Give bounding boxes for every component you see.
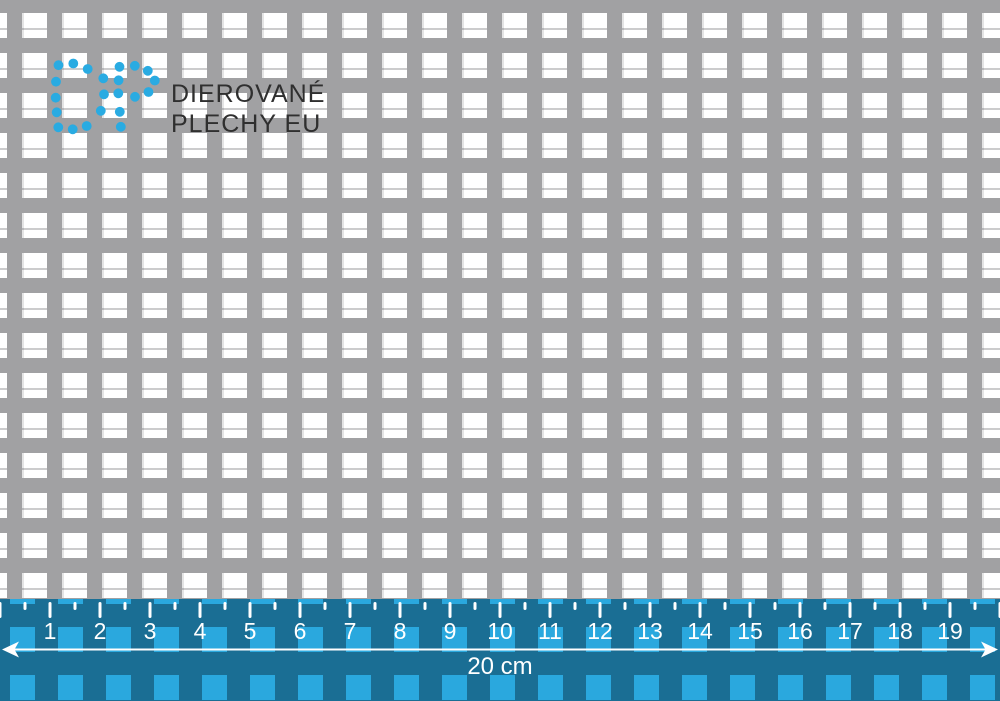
- ruler-tick-half-cm: [23, 602, 27, 610]
- ruler-tick-half-cm: [523, 602, 527, 610]
- ruler-tick-half-cm: [223, 602, 227, 610]
- ruler-number: 8: [393, 618, 407, 644]
- ruler-tick-cm: [98, 602, 102, 618]
- ruler-tick-cm: [498, 602, 502, 618]
- ruler-number: 3: [143, 618, 157, 644]
- ruler-tick-half-cm: [273, 602, 277, 610]
- ruler-number: 18: [887, 618, 913, 644]
- total-width-label: 20 cm: [467, 653, 533, 680]
- ruler-tick-half-cm: [873, 602, 877, 610]
- ruler-number: 2: [93, 618, 107, 644]
- ruler-number: 16: [787, 618, 813, 644]
- ruler-number: 4: [193, 618, 207, 644]
- ruler-number: 12: [587, 618, 613, 644]
- ruler-tick-cm: [48, 602, 52, 618]
- ruler-tick-cm: [248, 602, 252, 618]
- ruler-tick-cm: [398, 602, 402, 618]
- brand-line1: DIEROVANÉ: [171, 80, 326, 108]
- ruler-tick-cm: [198, 602, 202, 618]
- ruler-tick-half-cm: [773, 602, 777, 610]
- ruler-tick-half-cm: [973, 602, 977, 610]
- ruler-tick-cm: [648, 602, 652, 618]
- ruler-number: 15: [737, 618, 763, 644]
- brand-line2: PLECHY EU: [171, 110, 322, 138]
- ruler-tick-half-cm: [73, 602, 77, 610]
- width-arrow-icon: [2, 641, 998, 658]
- ruler-number: 1: [43, 618, 57, 644]
- ruler-number: 5: [243, 618, 257, 644]
- ruler-number: 13: [637, 618, 663, 644]
- ruler-number: 7: [343, 618, 357, 644]
- ruler-tick-cm: [898, 602, 902, 618]
- brand-name: DIEROVANÉ PLECHY EU: [171, 79, 325, 139]
- ruler-number: 19: [937, 618, 963, 644]
- ruler-tick-half-cm: [123, 602, 127, 610]
- ruler-tick-half-cm: [723, 602, 727, 610]
- ruler-tick-cm: [698, 602, 702, 618]
- ruler-number: 14: [687, 618, 713, 644]
- ruler-tick-cm: [798, 602, 802, 618]
- ruler-tick-half-cm: [373, 602, 377, 610]
- ruler-number: 6: [293, 618, 307, 644]
- ruler-tick-cm: [598, 602, 602, 618]
- ruler-tick-cm: [448, 602, 452, 618]
- ruler-tick-half-cm: [473, 602, 477, 610]
- ruler-tick-half-cm: [923, 602, 927, 610]
- ruler-tick-cm: [148, 602, 152, 618]
- dp-dots-logo-icon: [50, 58, 160, 135]
- ruler-tick-cm: [948, 602, 952, 618]
- measurement-ruler: 1 2 3 4 5 6 7 8 9 10 11 12 13 14 15 16 17 18 19 20 cm: [0, 599, 1000, 701]
- ruler-tick-half-cm: [673, 602, 677, 610]
- ruler-tick-cm: [0, 602, 2, 618]
- ruler-number: 17: [837, 618, 863, 644]
- ruler-tick-half-cm: [623, 602, 627, 610]
- ruler-tick-cm: [748, 602, 752, 618]
- ruler-tick-half-cm: [823, 602, 827, 610]
- ruler-tick-cm: [998, 602, 1000, 618]
- ruler-number: 10: [487, 618, 513, 644]
- ruler-number: 11: [538, 618, 562, 644]
- ruler-tick-cm: [548, 602, 552, 618]
- ruler-tick-cm: [298, 602, 302, 618]
- ruler-tick-half-cm: [323, 602, 327, 610]
- ruler-tick-half-cm: [423, 602, 427, 610]
- ruler-tick-half-cm: [573, 602, 577, 610]
- ruler-tick-half-cm: [173, 602, 177, 610]
- ruler-tick-cm: [848, 602, 852, 618]
- ruler-number: 9: [443, 618, 457, 644]
- ruler-tick-cm: [348, 602, 352, 618]
